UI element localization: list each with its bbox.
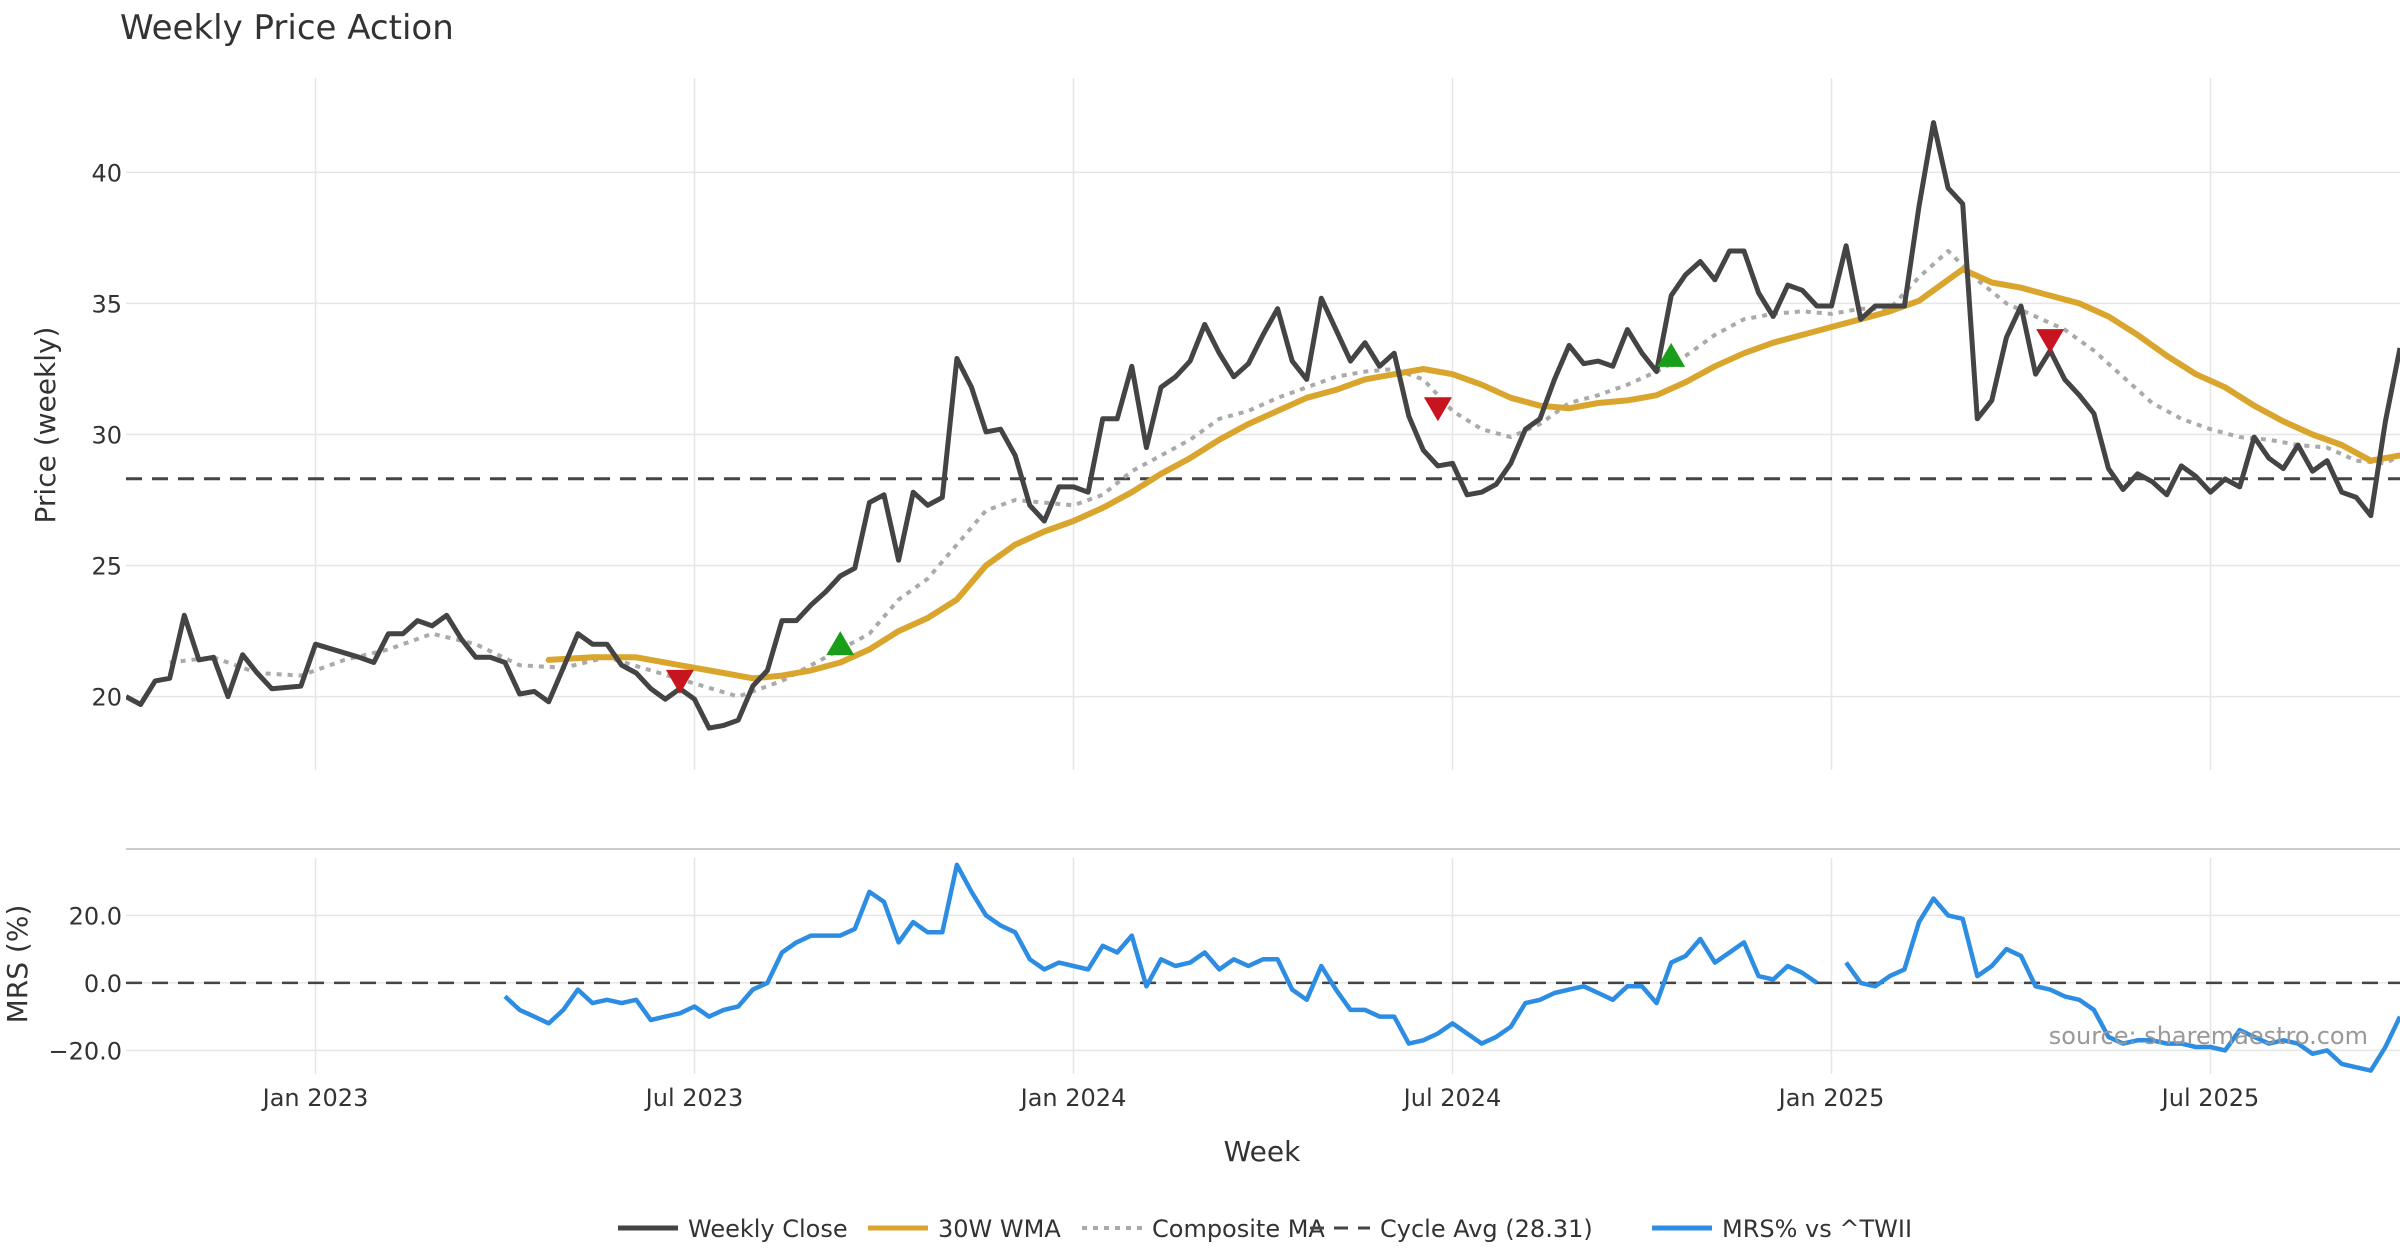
price-y-tick-label: 20 bbox=[91, 684, 122, 712]
legend-label: Composite MA bbox=[1152, 1215, 1325, 1243]
sell-signal-marker bbox=[1423, 397, 1452, 422]
sell-signal-marker bbox=[665, 669, 694, 694]
mrs-line bbox=[1844, 896, 2400, 1073]
legend-label: 30W WMA bbox=[938, 1215, 1061, 1243]
mrs-y-tick-label: 0.0 bbox=[84, 970, 122, 998]
price-y-tick-label: 40 bbox=[91, 159, 122, 187]
legend-label: Cycle Avg (28.31) bbox=[1380, 1215, 1593, 1243]
price-y-tick-label: 35 bbox=[91, 290, 122, 318]
wma-30w-line bbox=[545, 266, 2400, 682]
legend-item: MRS% vs ^TWII bbox=[1652, 1215, 1912, 1243]
legend-item: Composite MA bbox=[1082, 1215, 1325, 1243]
legend-item: Weekly Close bbox=[618, 1215, 848, 1243]
tick-labels: 20 25 30 35 40 20.0 0.0 −20.0 Jan 2023 Jul 2023 Ja… bbox=[48, 159, 2259, 1112]
x-tick-label: Jan 2024 bbox=[1019, 1084, 1127, 1112]
x-tick-label: Jan 2025 bbox=[1777, 1084, 1885, 1112]
legend-label: MRS% vs ^TWII bbox=[1722, 1215, 1912, 1243]
x-tick-label: Jul 2023 bbox=[644, 1084, 744, 1112]
price-y-tick-label: 25 bbox=[91, 553, 122, 581]
composite-ma-line bbox=[169, 249, 2400, 699]
mrs-y-tick-label: 20.0 bbox=[69, 902, 122, 930]
legend-label: Weekly Close bbox=[688, 1215, 848, 1243]
weekly-close-line bbox=[126, 120, 2400, 731]
source-text: source: sharemaestro.com bbox=[2049, 1022, 2368, 1050]
chart-title: Weekly Price Action bbox=[120, 8, 454, 48]
buy-signal-marker bbox=[1657, 342, 1686, 367]
x-tick-label: Jul 2025 bbox=[2160, 1084, 2260, 1112]
x-tick-label: Jan 2023 bbox=[261, 1084, 369, 1112]
sell-signal-marker bbox=[2036, 329, 2065, 354]
grid-layer bbox=[126, 78, 2400, 1074]
legend-item: Cycle Avg (28.31) bbox=[1310, 1215, 1593, 1243]
buy-signal-marker bbox=[826, 631, 855, 656]
price-plot bbox=[126, 120, 2400, 731]
mrs-y-tick-label: −20.0 bbox=[48, 1037, 122, 1065]
price-y-axis-label: Price (weekly) bbox=[29, 327, 62, 524]
x-axis-label: Week bbox=[1224, 1135, 1301, 1168]
mrs-line bbox=[503, 862, 1819, 1046]
mrs-plot bbox=[126, 862, 2400, 1073]
x-tick-label: Jul 2024 bbox=[1402, 1084, 1502, 1112]
price-y-tick-label: 30 bbox=[91, 421, 122, 449]
legend: Weekly Close 30W WMA Composite MA Cycle Avg… bbox=[618, 1215, 1912, 1243]
mrs-y-axis-label: MRS (%) bbox=[1, 905, 34, 1024]
legend-item: 30W WMA bbox=[868, 1215, 1061, 1243]
